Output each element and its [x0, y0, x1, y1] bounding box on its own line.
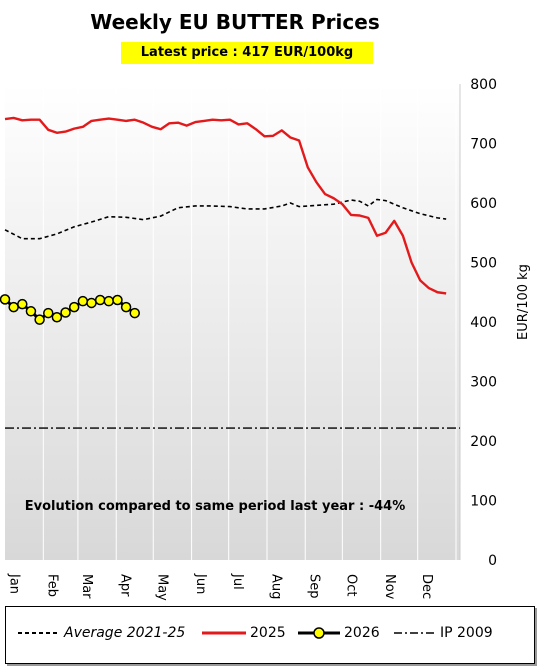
y-axis: 0 100 200 300 400 500 600 700 800	[470, 77, 497, 569]
month-tick-label: Oct	[344, 574, 359, 596]
series-point-2026	[34, 314, 45, 325]
y-tick-label: 600	[470, 196, 497, 212]
y-tick-label: 500	[470, 256, 497, 272]
month-tick-label: Jun	[193, 573, 208, 594]
y-axis-label: EUR/100 kg	[516, 264, 531, 340]
month-tick-label: Jan	[6, 573, 21, 594]
series-point-2026	[129, 307, 140, 319]
month-tick-label: Feb	[45, 574, 60, 597]
series-line-average-2021-25	[4, 198, 447, 240]
latest-price-badge: Latest price : 417 EUR/100kg	[121, 42, 373, 64]
legend-marker-line-icon	[298, 627, 340, 639]
y-tick-label: 800	[470, 77, 497, 93]
series-group	[0, 116, 460, 429]
series-point-2026	[120, 301, 132, 313]
series-point-2026	[43, 307, 54, 319]
series-point-2026	[103, 295, 115, 307]
legend-red-line-icon	[202, 631, 246, 635]
legend-label-2026: 2026	[344, 625, 380, 641]
y-tick-label: 100	[470, 494, 497, 510]
plot-area	[5, 84, 460, 560]
chart-svg: 0 100 200 300 400 500 600 700 800 Jan Feb Mar Apr Ma…	[0, 77, 531, 601]
legend-dashdot-line-icon	[394, 632, 436, 634]
legend-item-ip2009: IP 2009	[394, 625, 493, 641]
month-tick-label: Jul	[230, 573, 245, 590]
series-point-2026	[112, 294, 123, 306]
y-tick-label: 200	[470, 434, 497, 450]
y-tick-label: 400	[470, 315, 497, 331]
x-axis: Jan Feb Mar Apr May Jun Jul Aug Sep Oct Nov Dec	[6, 573, 434, 601]
series-point-2026	[60, 307, 71, 318]
series-line-2025	[4, 116, 447, 295]
legend-dashed-line-icon	[18, 632, 60, 634]
legend-item-2025: 2025	[202, 625, 286, 641]
month-tick-label: Nov	[382, 574, 397, 600]
month-tick-label: Dec	[419, 574, 434, 599]
y-tick-label: 700	[470, 137, 497, 153]
series-point-2026	[94, 294, 106, 306]
annotation-text: Evolution compared to same period last y…	[25, 499, 405, 514]
y-tick-label: 0	[488, 553, 497, 569]
legend-item-average: Average 2021-25	[18, 625, 185, 641]
y-tick-label: 300	[470, 375, 497, 391]
chart-title: Weekly EU BUTTER Prices	[90, 10, 380, 34]
series-point-2026	[86, 297, 97, 309]
series-point-2026	[17, 298, 28, 310]
series-point-2026	[25, 306, 37, 317]
legend-item-2026: 2026	[298, 625, 380, 641]
legend: Average 2021-25 2025 2026 IP 2009	[5, 606, 535, 664]
month-tick-label: Sep	[307, 574, 322, 599]
series-point-2026	[0, 294, 11, 305]
legend-label-ip2009: IP 2009	[440, 625, 493, 641]
legend-label-average: Average 2021-25	[64, 625, 186, 641]
series-point-2026	[51, 311, 63, 323]
series-point-2026	[8, 301, 19, 313]
series-point-2026	[68, 301, 80, 313]
series-point-2026	[77, 295, 89, 307]
month-tick-label: May	[155, 574, 170, 601]
month-tick-label: Apr	[118, 574, 133, 597]
month-tick-label: Mar	[79, 574, 94, 599]
month-tick-label: Aug	[268, 574, 283, 599]
legend-label-2025: 2025	[250, 625, 286, 641]
